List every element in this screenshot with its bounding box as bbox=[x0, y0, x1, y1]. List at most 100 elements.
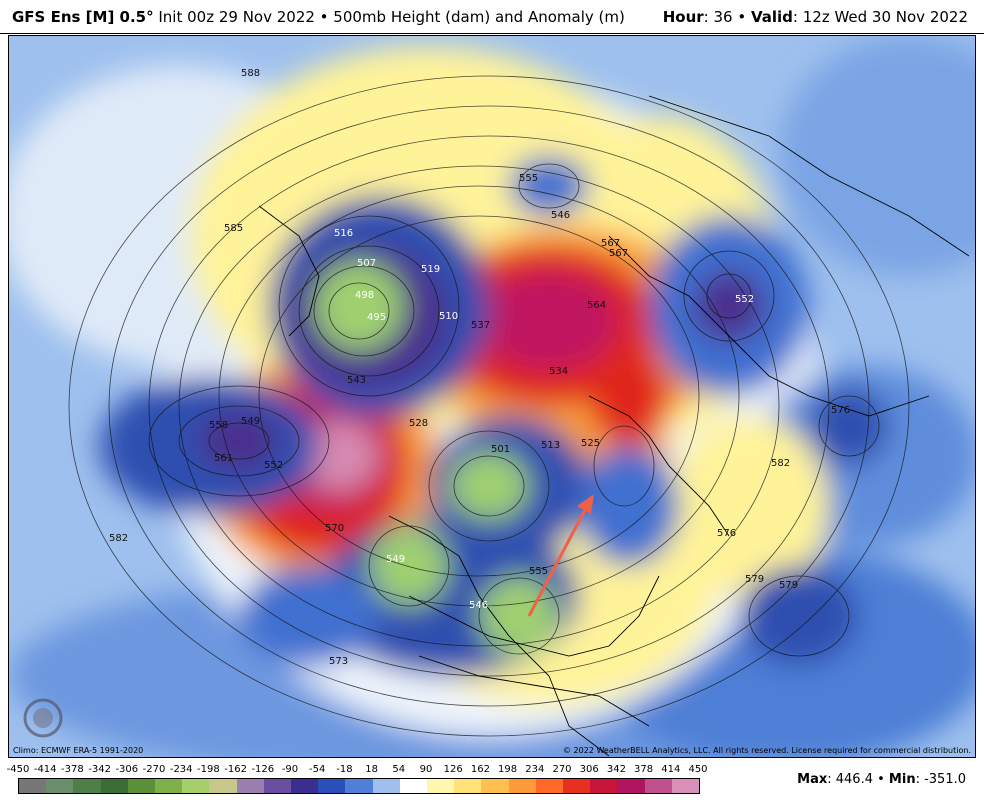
contour-label: 576 bbox=[717, 528, 736, 539]
colorbar-tick: -90 bbox=[281, 764, 299, 775]
contour-label: 519 bbox=[421, 264, 440, 275]
colorbar-swatch bbox=[263, 779, 292, 793]
contour-label: 510 bbox=[439, 311, 458, 322]
contour-label: 552 bbox=[264, 460, 283, 471]
colorbar-tick: -126 bbox=[251, 764, 275, 775]
contour-label: 588 bbox=[241, 68, 260, 79]
colorbar-tick: 162 bbox=[470, 764, 490, 775]
colorbar-swatch bbox=[345, 779, 373, 793]
colorbar-tick: -414 bbox=[33, 764, 57, 775]
colorbar-tick: -378 bbox=[61, 764, 84, 775]
colorbar-tick: -306 bbox=[115, 764, 139, 775]
colorbar-tick: 54 bbox=[392, 764, 406, 775]
contour-label: 567 bbox=[601, 238, 620, 249]
contour-label: 552 bbox=[735, 294, 754, 305]
contour-label: 501 bbox=[491, 444, 510, 455]
colorbar-swatch bbox=[46, 779, 74, 793]
contour-label: 537 bbox=[471, 320, 490, 331]
colorbar-tick: -270 bbox=[142, 764, 166, 775]
colorbar-swatch bbox=[291, 779, 319, 793]
anomaly-map: 588 585 582 573 579 570 561 558 549 543 552 519 516 5… bbox=[9, 36, 975, 757]
colorbar-tick: 90 bbox=[419, 764, 433, 775]
contour-label: 570 bbox=[325, 523, 344, 534]
colorbar-swatch bbox=[454, 779, 482, 793]
contour-label: 555 bbox=[519, 173, 538, 184]
colorbar-swatch bbox=[590, 779, 618, 793]
colorbar-swatch bbox=[617, 779, 645, 793]
colorbar-tick-labels: -450 -414 -378 -342 -306 -270 -234 -198 -162 -126… bbox=[7, 764, 708, 778]
colorbar-swatch bbox=[182, 779, 210, 793]
colorbar-swatch bbox=[563, 779, 591, 793]
contour-label: 525 bbox=[581, 438, 600, 449]
contour-label: 576 bbox=[831, 405, 850, 416]
colorbar-swatch bbox=[127, 779, 156, 793]
climo-note: Climo: ECMWF ERA-5 1991-2020 bbox=[13, 746, 144, 755]
contour-label: 507 bbox=[357, 258, 376, 269]
colorbar-tick: 414 bbox=[661, 764, 681, 775]
contour-label: 543 bbox=[347, 375, 366, 386]
contour-label: 561 bbox=[214, 453, 233, 464]
colorbar-swatch bbox=[644, 779, 672, 793]
contour-label: 534 bbox=[549, 366, 568, 377]
colorbar bbox=[18, 778, 700, 794]
colorbar-tick: -342 bbox=[88, 764, 111, 775]
colorbar-swatch bbox=[209, 779, 237, 793]
colorbar-tick: 378 bbox=[634, 764, 654, 775]
copyright-note: © 2022 WeatherBELL Analytics, LLC. All r… bbox=[563, 746, 971, 755]
max-value: : 446.4 • bbox=[827, 772, 889, 787]
colorbar-swatch bbox=[100, 779, 128, 793]
colorbar-tick: 342 bbox=[606, 764, 626, 775]
contour-label: 546 bbox=[551, 210, 570, 221]
map-title: GFS Ens [M] 0.5° Init 00z 29 Nov 2022 • … bbox=[12, 8, 625, 26]
colorbar-swatch bbox=[427, 779, 455, 793]
colorbar-tick: 234 bbox=[525, 764, 545, 775]
valid-label: Valid bbox=[750, 8, 793, 26]
max-min-readout: Max: 446.4 • Min: -351.0 bbox=[797, 772, 966, 787]
contour-label: 579 bbox=[779, 580, 798, 591]
min-value: : -351.0 bbox=[915, 772, 966, 787]
contour-label: 567 bbox=[609, 248, 628, 259]
colorbar-tick: -234 bbox=[169, 764, 193, 775]
colorbar-tick: 18 bbox=[365, 764, 378, 775]
colorbar-tick: -54 bbox=[309, 764, 326, 775]
colorbar-tick: -18 bbox=[336, 764, 353, 775]
colorbar-swatch bbox=[372, 779, 400, 793]
colorbar-swatch bbox=[508, 779, 536, 793]
model-name: GFS Ens [M] 0.5 bbox=[12, 8, 147, 26]
contour-label: 582 bbox=[109, 533, 128, 544]
colorbar-swatch bbox=[236, 779, 264, 793]
min-label: Min bbox=[888, 772, 916, 787]
map-header: GFS Ens [M] 0.5° Init 00z 29 Nov 2022 • … bbox=[0, 0, 984, 34]
hour-value: : 36 • bbox=[703, 8, 751, 26]
colorbar-tick: -162 bbox=[224, 764, 247, 775]
colorbar-swatch bbox=[671, 779, 700, 793]
contour-label: 573 bbox=[329, 656, 348, 667]
colorbar-tick: 198 bbox=[498, 764, 518, 775]
colorbar-tick: 306 bbox=[579, 764, 599, 775]
contour-label: 528 bbox=[409, 418, 428, 429]
contour-label: 549 bbox=[241, 416, 260, 427]
colorbar-tick: -450 bbox=[6, 764, 30, 775]
anomaly-fill bbox=[9, 36, 975, 757]
height-contours bbox=[68, 75, 910, 737]
hour-label: Hour bbox=[662, 8, 704, 26]
degree-symbol: ° bbox=[146, 8, 154, 26]
weatherbell-logo bbox=[21, 696, 105, 740]
map-panel: 588 585 582 573 579 570 561 558 549 543 552 519 516 5… bbox=[8, 35, 976, 758]
valid-value: : 12z Wed 30 Nov 2022 bbox=[792, 8, 968, 26]
colorbar-swatch bbox=[19, 779, 47, 793]
colorbar-tick: 126 bbox=[443, 764, 463, 775]
contour-label: 546 bbox=[469, 600, 488, 611]
colorbar-swatch bbox=[155, 779, 183, 793]
jet-arrow-head bbox=[577, 494, 594, 514]
contour-label: 564 bbox=[587, 300, 606, 311]
contour-label: 582 bbox=[771, 458, 790, 469]
valid-time: Hour: 36 • Valid: 12z Wed 30 Nov 2022 bbox=[663, 8, 968, 26]
contour-label: 516 bbox=[334, 228, 353, 239]
colorbar-legend: -450 -414 -378 -342 -306 -270 -234 -198 -162 -126… bbox=[7, 764, 708, 794]
contour-labels: 588 585 582 573 579 570 561 558 549 543 552 519 516 5… bbox=[109, 68, 850, 667]
contour-label: 579 bbox=[745, 574, 764, 585]
colorbar-tick: 270 bbox=[552, 764, 572, 775]
colorbar-tick: -198 bbox=[197, 764, 220, 775]
contour-label: 555 bbox=[529, 566, 548, 577]
